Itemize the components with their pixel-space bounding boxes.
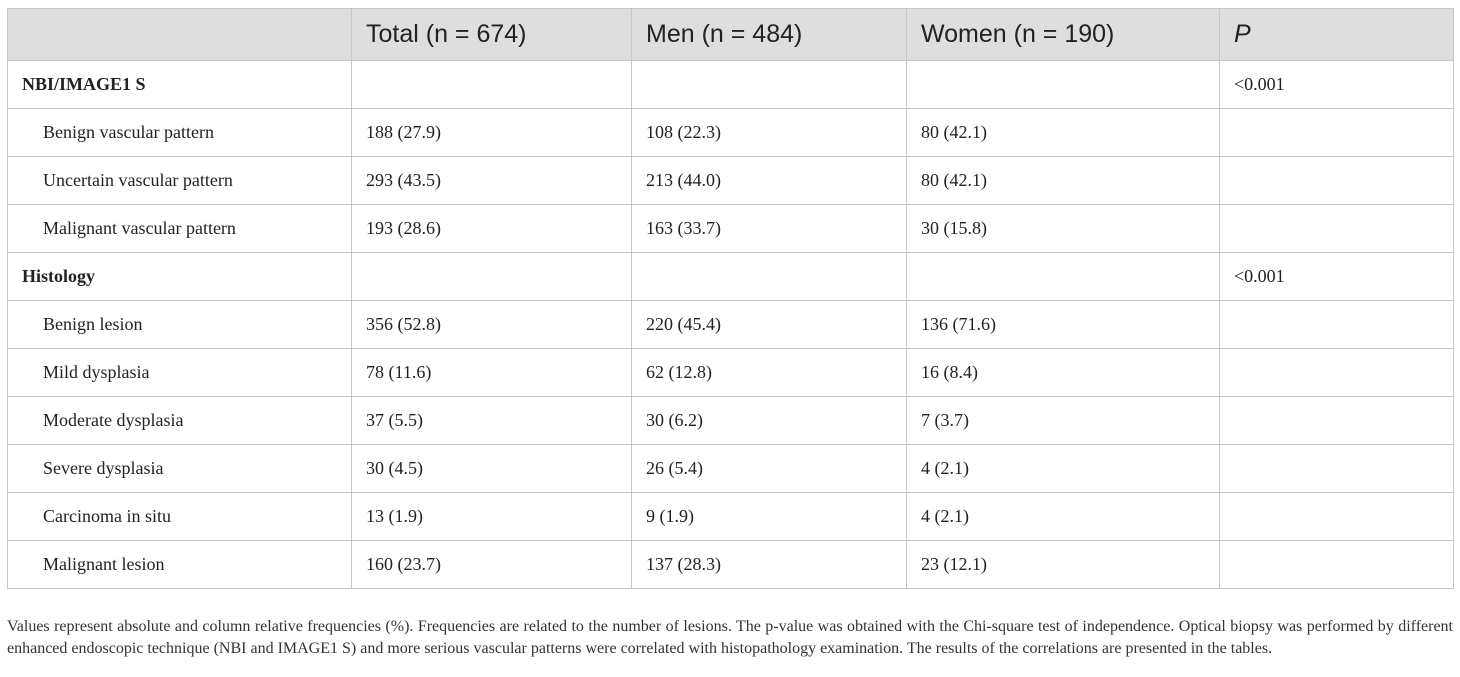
cell-p — [1219, 348, 1454, 397]
section-p-value: <0.001 — [1219, 252, 1454, 301]
row-label: Carcinoma in situ — [7, 492, 352, 541]
section-row: NBI/IMAGE1 S <0.001 — [7, 60, 1454, 109]
row-label: Malignant vascular pattern — [7, 204, 352, 253]
cell-women: 23 (12.1) — [906, 540, 1220, 589]
cell-total: 78 (11.6) — [351, 348, 632, 397]
table-footnote: Values represent absolute and column rel… — [7, 618, 1453, 657]
cell-p — [1219, 204, 1454, 253]
cell-men: 213 (44.0) — [631, 156, 907, 205]
cell-men: 108 (22.3) — [631, 108, 907, 157]
table-cell — [906, 252, 1220, 301]
section-title: NBI/IMAGE1 S — [7, 60, 352, 109]
cell-total: 13 (1.9) — [351, 492, 632, 541]
results-table: Total (n = 674) Men (n = 484) Women (n =… — [7, 8, 1454, 589]
table-cell — [351, 60, 632, 109]
cell-p — [1219, 156, 1454, 205]
table-row: Malignant vascular pattern 193 (28.6) 16… — [7, 204, 1454, 253]
cell-total: 293 (43.5) — [351, 156, 632, 205]
table-row: Moderate dysplasia 37 (5.5) 30 (6.2) 7 (… — [7, 396, 1454, 445]
cell-women: 4 (2.1) — [906, 492, 1220, 541]
cell-p — [1219, 540, 1454, 589]
row-label: Malignant lesion — [7, 540, 352, 589]
table-row: Severe dysplasia 30 (4.5) 26 (5.4) 4 (2.… — [7, 444, 1454, 493]
table-cell — [631, 60, 907, 109]
cell-total: 356 (52.8) — [351, 300, 632, 349]
cell-p — [1219, 396, 1454, 445]
row-label: Moderate dysplasia — [7, 396, 352, 445]
table-row: Carcinoma in situ 13 (1.9) 9 (1.9) 4 (2.… — [7, 492, 1454, 541]
cell-men: 220 (45.4) — [631, 300, 907, 349]
cell-women: 7 (3.7) — [906, 396, 1220, 445]
table-row: Mild dysplasia 78 (11.6) 62 (12.8) 16 (8… — [7, 348, 1454, 397]
cell-men: 137 (28.3) — [631, 540, 907, 589]
row-label: Mild dysplasia — [7, 348, 352, 397]
row-label: Benign vascular pattern — [7, 108, 352, 157]
cell-total: 193 (28.6) — [351, 204, 632, 253]
cell-women: 4 (2.1) — [906, 444, 1220, 493]
table-row: Uncertain vascular pattern 293 (43.5) 21… — [7, 156, 1454, 205]
cell-men: 9 (1.9) — [631, 492, 907, 541]
header-men: Men (n = 484) — [631, 8, 907, 61]
header-p-value: P — [1219, 8, 1454, 61]
table-cell — [631, 252, 907, 301]
table-header-row: Total (n = 674) Men (n = 484) Women (n =… — [7, 8, 1454, 61]
cell-men: 62 (12.8) — [631, 348, 907, 397]
cell-men: 163 (33.7) — [631, 204, 907, 253]
header-label-column — [7, 8, 352, 61]
cell-total: 30 (4.5) — [351, 444, 632, 493]
table-row: Benign lesion 356 (52.8) 220 (45.4) 136 … — [7, 300, 1454, 349]
section-row: Histology <0.001 — [7, 252, 1454, 301]
cell-women: 30 (15.8) — [906, 204, 1220, 253]
section-title: Histology — [7, 252, 352, 301]
results-table-container: Total (n = 674) Men (n = 484) Women (n =… — [7, 8, 1454, 589]
table-cell — [906, 60, 1220, 109]
cell-p — [1219, 300, 1454, 349]
cell-women: 80 (42.1) — [906, 156, 1220, 205]
row-label: Uncertain vascular pattern — [7, 156, 352, 205]
cell-p — [1219, 444, 1454, 493]
cell-women: 80 (42.1) — [906, 108, 1220, 157]
cell-men: 30 (6.2) — [631, 396, 907, 445]
table-row: Malignant lesion 160 (23.7) 137 (28.3) 2… — [7, 540, 1454, 589]
header-total: Total (n = 674) — [351, 8, 632, 61]
row-label: Severe dysplasia — [7, 444, 352, 493]
cell-total: 188 (27.9) — [351, 108, 632, 157]
section-p-value: <0.001 — [1219, 60, 1454, 109]
cell-total: 160 (23.7) — [351, 540, 632, 589]
cell-p — [1219, 492, 1454, 541]
table-cell — [351, 252, 632, 301]
header-women: Women (n = 190) — [906, 8, 1220, 61]
cell-p — [1219, 108, 1454, 157]
row-label: Benign lesion — [7, 300, 352, 349]
cell-women: 16 (8.4) — [906, 348, 1220, 397]
table-row: Benign vascular pattern 188 (27.9) 108 (… — [7, 108, 1454, 157]
cell-men: 26 (5.4) — [631, 444, 907, 493]
cell-women: 136 (71.6) — [906, 300, 1220, 349]
cell-total: 37 (5.5) — [351, 396, 632, 445]
